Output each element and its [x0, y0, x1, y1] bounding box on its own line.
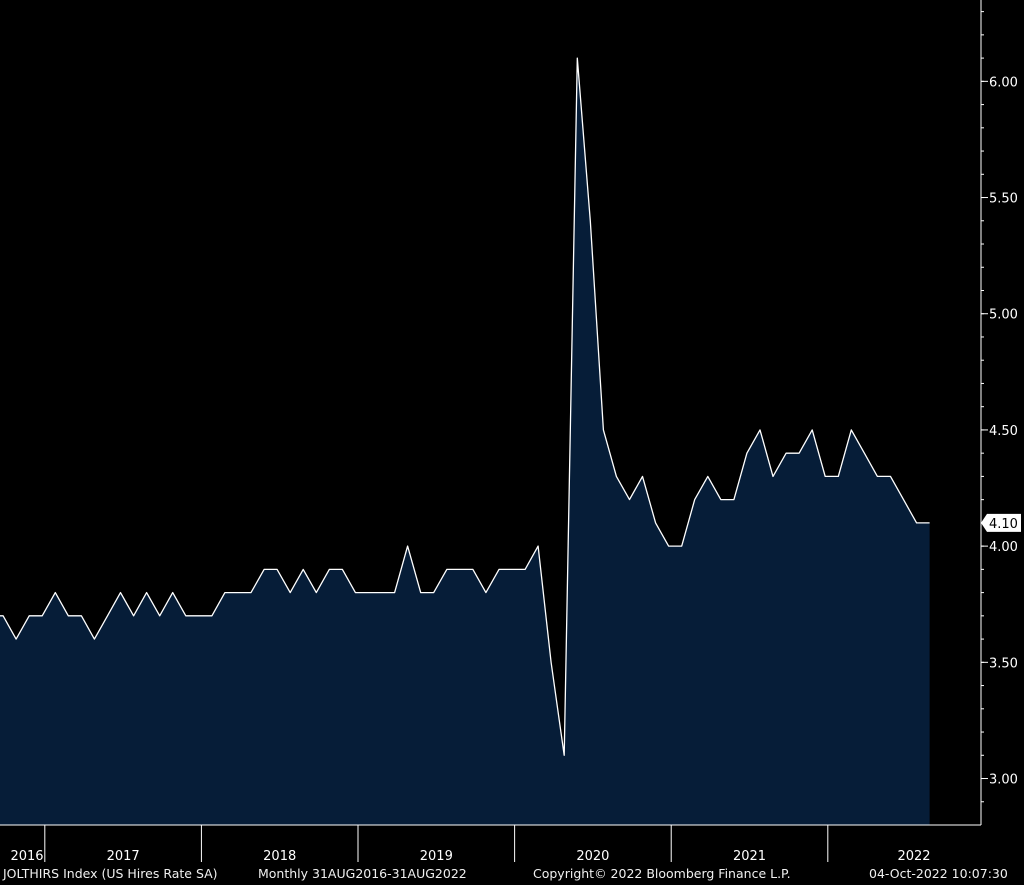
y-tick-label: 3.50	[989, 656, 1018, 671]
footer-ticker: JOLTHIRS Index (US Hires Rate SA)	[3, 866, 218, 881]
y-tick-label: 6.00	[989, 75, 1018, 90]
x-tick-label: 2021	[733, 849, 766, 864]
chart-footer: JOLTHIRS Index (US Hires Rate SA) Monthl…	[0, 862, 1024, 885]
x-tick-label: 2020	[576, 849, 609, 864]
last-value-tag	[981, 513, 1021, 532]
footer-copyright: Copyright© 2022 Bloomberg Finance L.P.	[533, 866, 791, 881]
x-tick-label: 2019	[420, 849, 453, 864]
x-tick-label: 2016	[10, 849, 43, 864]
y-tick-label: 5.00	[989, 308, 1018, 323]
x-tick-label: 2022	[897, 849, 930, 864]
x-tick-label: 2018	[263, 849, 296, 864]
series-area	[0, 58, 930, 825]
y-tick-label: 3.00	[989, 773, 1018, 788]
y-tick-label: 5.50	[989, 192, 1018, 207]
x-tick-label: 2017	[107, 849, 140, 864]
y-tick-label: 4.00	[989, 540, 1018, 555]
last-value-label: 4.10	[989, 517, 1018, 532]
series-line	[0, 57, 930, 756]
footer-range: Monthly 31AUG2016-31AUG2022	[258, 866, 467, 881]
footer-timestamp: 04-Oct-2022 10:07:30	[869, 866, 1008, 881]
y-tick-label: 4.50	[989, 424, 1018, 439]
